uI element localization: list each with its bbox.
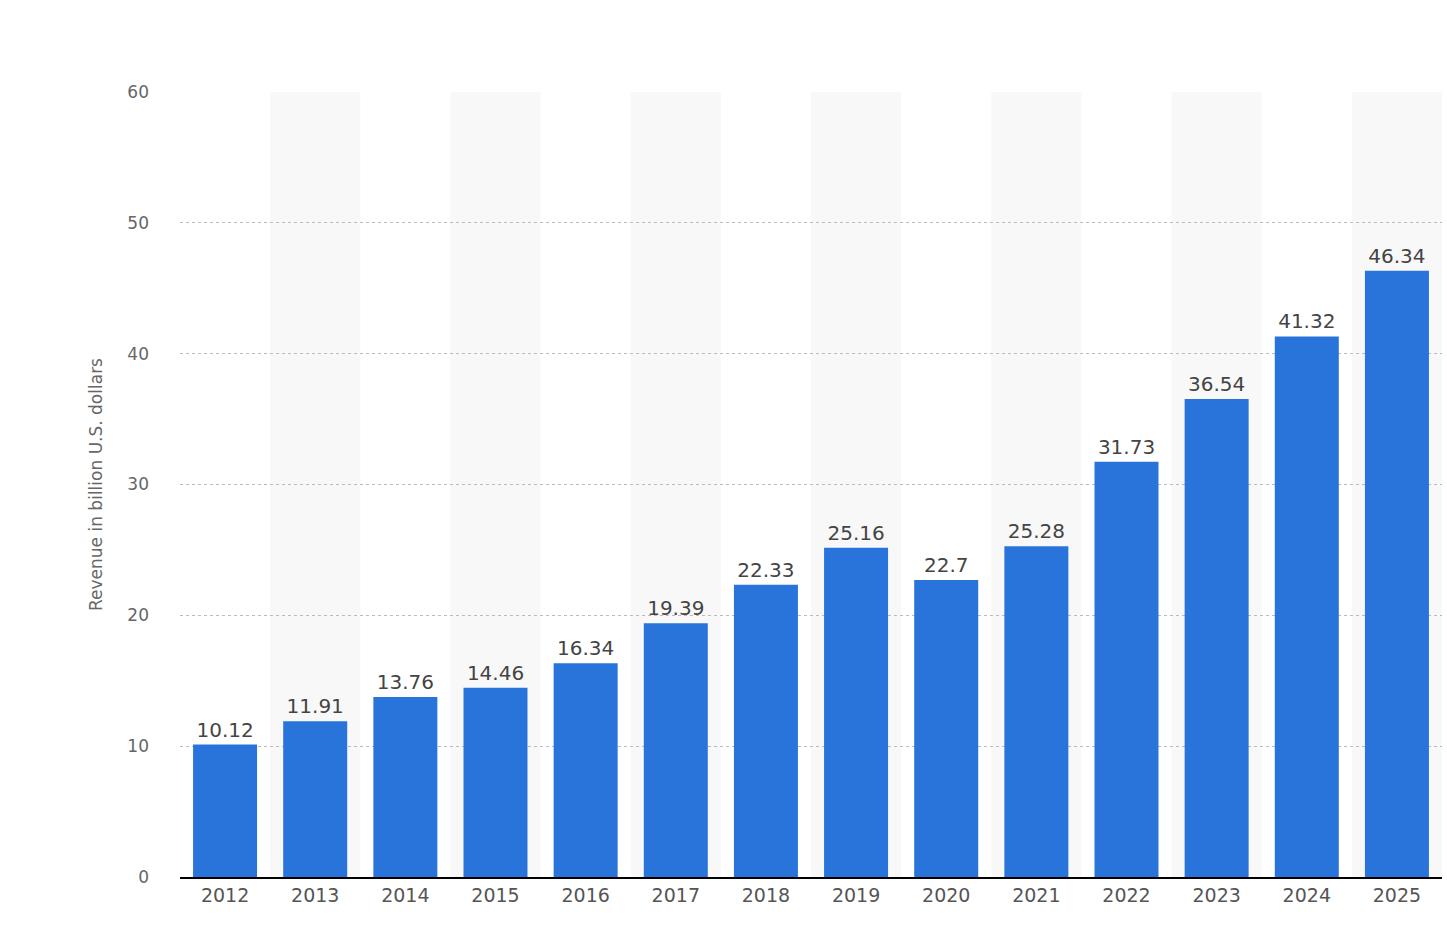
svg-text:2012: 2012 (201, 884, 249, 906)
svg-text:19.39: 19.39 (647, 596, 704, 620)
svg-text:2022: 2022 (1102, 884, 1150, 906)
svg-text:2014: 2014 (381, 884, 429, 906)
svg-text:40: 40 (127, 344, 149, 364)
svg-text:2018: 2018 (742, 884, 790, 906)
svg-text:Revenue in billion U.S. dollar: Revenue in billion U.S. dollars (86, 358, 106, 611)
svg-text:2019: 2019 (832, 884, 880, 906)
svg-text:20: 20 (127, 605, 149, 625)
svg-text:2020: 2020 (922, 884, 970, 906)
svg-text:11.91: 11.91 (287, 694, 344, 718)
svg-text:50: 50 (127, 213, 149, 233)
svg-text:25.28: 25.28 (1008, 519, 1065, 543)
svg-text:10: 10 (127, 736, 149, 756)
svg-text:2016: 2016 (561, 884, 609, 906)
svg-text:30: 30 (127, 474, 149, 494)
svg-text:41.32: 41.32 (1278, 309, 1335, 333)
svg-text:14.46: 14.46 (467, 661, 524, 685)
svg-text:22.33: 22.33 (737, 558, 794, 582)
svg-text:0: 0 (138, 867, 149, 887)
svg-text:2023: 2023 (1192, 884, 1240, 906)
svg-text:60: 60 (127, 82, 149, 102)
svg-text:46.34: 46.34 (1368, 244, 1425, 268)
svg-text:2025: 2025 (1373, 884, 1421, 906)
svg-text:2021: 2021 (1012, 884, 1060, 906)
svg-text:31.73: 31.73 (1098, 435, 1155, 459)
svg-text:2015: 2015 (471, 884, 519, 906)
svg-text:36.54: 36.54 (1188, 372, 1245, 396)
svg-text:2024: 2024 (1283, 884, 1331, 906)
svg-text:25.16: 25.16 (827, 521, 884, 545)
svg-text:10.12: 10.12 (196, 718, 253, 742)
svg-text:2013: 2013 (291, 884, 339, 906)
svg-text:16.34: 16.34 (557, 636, 614, 660)
svg-text:13.76: 13.76 (377, 670, 434, 694)
svg-text:22.7: 22.7 (924, 553, 969, 577)
svg-text:2017: 2017 (652, 884, 700, 906)
